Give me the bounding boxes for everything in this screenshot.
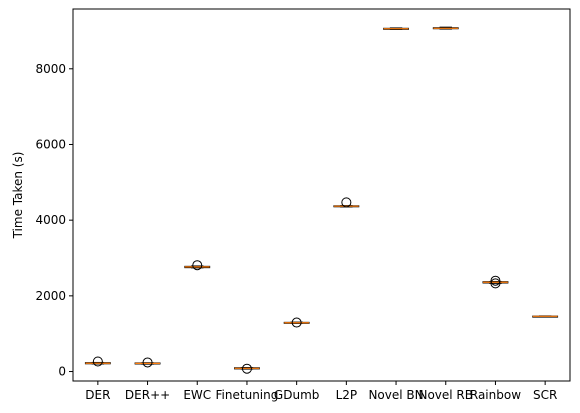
x-tick-label: Finetuning [216,388,279,402]
y-tick-label: 6000 [35,137,66,151]
outlier-point [192,260,203,271]
y-axis-ticks: 0 2000 4000 6000 8000 [35,62,73,379]
outlier-point [490,275,501,286]
box-novel-bn [383,27,409,30]
box-novel-rb [432,26,459,30]
box-der [84,356,111,367]
x-tick-label: EWC [183,388,211,402]
axes-frame [72,8,571,382]
box-der- [134,357,161,368]
box-gdumb [283,317,310,328]
box-finetuning [234,363,260,374]
x-tick-label: Novel RB [418,388,473,402]
box-scr [532,315,559,318]
x-tick-label: Rainbow [470,388,521,402]
x-tick-label: DER [85,388,110,402]
y-tick-label: 4000 [35,213,66,227]
outlier-point [142,357,153,368]
outlier-point [490,278,501,289]
box-rainbow [482,275,509,289]
plot-area [84,26,559,374]
box-l2p [333,197,360,208]
y-tick-label: 8000 [35,62,66,76]
x-tick-label: L2P [336,388,358,402]
outlier-point [341,197,352,208]
y-axis-label: Time Taken (s) [11,152,25,240]
box-ewc [184,260,211,271]
x-tick-label: Novel BN [368,388,423,402]
outlier-point [92,356,103,367]
outlier-point [241,363,252,374]
x-tick-label: DER++ [125,388,170,402]
x-tick-label: SCR [533,388,557,402]
outlier-point [291,317,302,328]
y-tick-label: 2000 [35,289,66,303]
y-tick-label: 0 [58,365,66,379]
x-tick-label: GDumb [274,388,319,402]
